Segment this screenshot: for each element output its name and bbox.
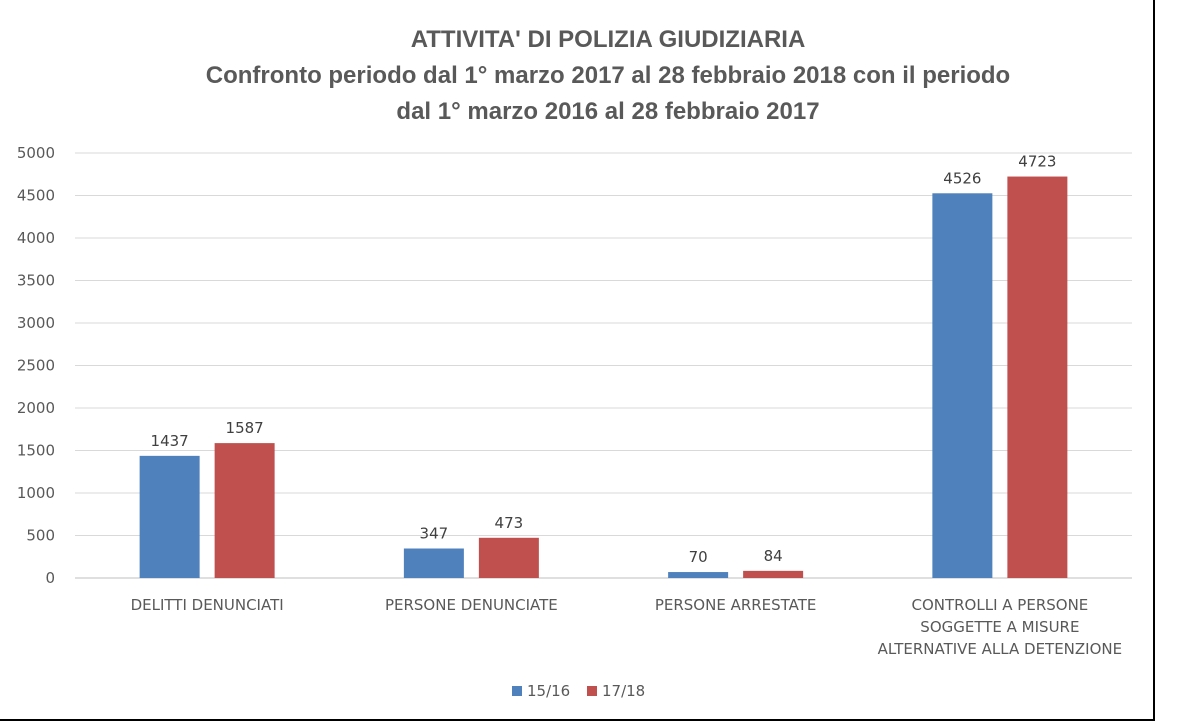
bar xyxy=(139,455,200,578)
bar xyxy=(403,548,464,578)
y-tick-label: 5000 xyxy=(17,144,55,162)
legend-label: 15/16 xyxy=(527,682,570,700)
y-tick-label: 500 xyxy=(26,527,55,545)
category-label: SOGGETTE A MISURE xyxy=(920,618,1079,636)
chart-title: ATTIVITA' DI POLIZIA GIUDIZIARIA Confron… xyxy=(0,22,1182,130)
category-label: PERSONE ARRESTATE xyxy=(655,596,817,614)
y-tick-label: 2500 xyxy=(17,357,55,375)
data-label: 1587 xyxy=(226,419,264,437)
y-tick-label: 4000 xyxy=(17,229,55,247)
legend-swatch xyxy=(587,686,597,696)
bar xyxy=(1007,176,1068,579)
chart-title-line-1: ATTIVITA' DI POLIZIA GIUDIZIARIA xyxy=(410,26,806,53)
data-label: 70 xyxy=(689,548,708,566)
data-label: 347 xyxy=(420,525,449,543)
y-tick-label: 1000 xyxy=(17,484,55,502)
category-label: ALTERNATIVE ALLA DETENZIONE xyxy=(878,640,1122,658)
y-tick-label: 1500 xyxy=(17,442,55,460)
chart-title-line-3: dal 1° marzo 2016 al 28 febbraio 2017 xyxy=(396,98,820,125)
bar xyxy=(668,572,729,578)
data-label: 4723 xyxy=(1018,153,1056,171)
bar xyxy=(932,193,993,579)
data-label: 1437 xyxy=(151,432,189,450)
category-label: DELITTI DENUNCIATI xyxy=(131,596,284,614)
y-tick-label: 4500 xyxy=(17,187,55,205)
y-tick-label: 2000 xyxy=(17,399,55,417)
bar xyxy=(478,537,539,578)
category-label: CONTROLLI A PERSONE xyxy=(911,596,1088,614)
bar xyxy=(743,570,804,578)
legend-label: 17/18 xyxy=(602,682,645,700)
y-tick-label: 3000 xyxy=(17,314,55,332)
data-label: 473 xyxy=(495,514,524,532)
data-label: 84 xyxy=(764,547,783,565)
chart-title-line-2: Confronto periodo dal 1° marzo 2017 al 2… xyxy=(205,62,1011,89)
y-tick-label: 3500 xyxy=(17,272,55,290)
data-label: 4526 xyxy=(943,169,981,187)
legend-swatch xyxy=(512,686,522,696)
bar xyxy=(214,443,275,578)
category-label: PERSONE DENUNCIATE xyxy=(385,596,558,614)
y-tick-label: 0 xyxy=(45,569,55,587)
